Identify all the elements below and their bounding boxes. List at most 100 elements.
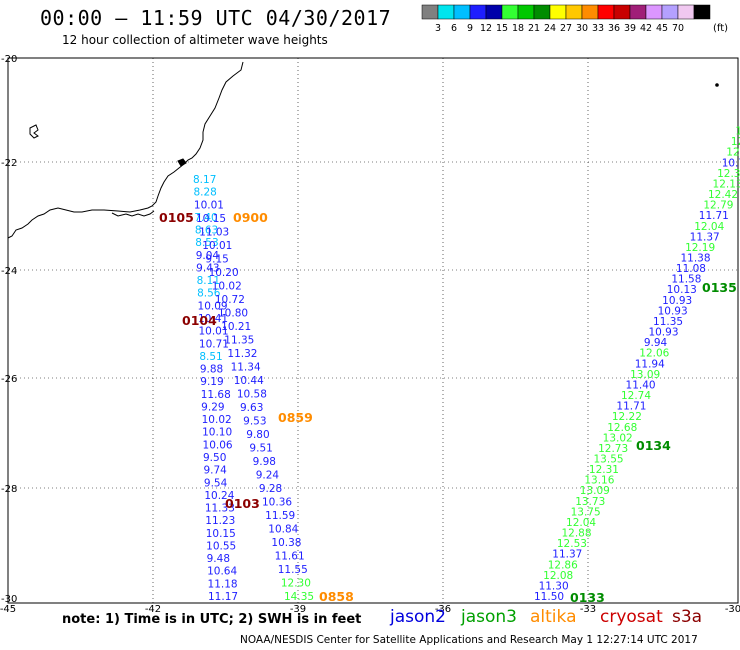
wave-height-value: 8.51 [199, 351, 222, 363]
color-scale-tick-label: 45 [656, 23, 668, 34]
wave-height-value: 9.94 [644, 337, 668, 349]
satellite-legend-item: jason3 [461, 607, 517, 627]
wave-height-value: 11.30 [539, 580, 569, 592]
color-swatch [693, 4, 711, 20]
longitude-tick-label: -45 [0, 604, 16, 615]
pass-time-label: 0858 [319, 589, 354, 604]
wave-height-value: 10.21 [221, 321, 251, 333]
color-scale-tick-label: 42 [640, 23, 652, 34]
wave-height-value: 11.94 [635, 358, 665, 370]
wave-height-value: 11.37 [690, 231, 720, 243]
wave-height-value: 13.55 [594, 453, 624, 465]
wave-height-value: 11.38 [680, 253, 710, 265]
wave-height-value: 12.04 [694, 221, 724, 233]
pass-time-label: 0859 [278, 410, 313, 425]
color-scale-tick-label: 39 [624, 23, 636, 34]
longitude-tick-label: -42 [145, 604, 161, 615]
wave-height-value: 11.61 [275, 551, 305, 563]
wave-pass-left: 8.178.2810.017.408.638.539.049.438.118.5… [193, 174, 238, 603]
wave-height-value: 10.13 [667, 284, 697, 296]
wave-height-value: 10.10 [202, 427, 232, 439]
wave-height-value: 13.16 [584, 475, 614, 487]
wave-height-value: 10.41 [198, 313, 228, 325]
pass-time-label: 0133 [570, 590, 605, 605]
wave-height-value: 10.06 [203, 439, 233, 451]
wave-height-value: 10.7 [722, 157, 740, 169]
page-subtitle: 12 hour collection of altimeter wave hei… [62, 33, 328, 47]
wave-height-value: 10.64 [207, 566, 237, 578]
wave-height-value: 9.80 [246, 429, 269, 441]
latitude-tick-label: -28 [1, 484, 17, 495]
color-scale-tick-label: 18 [512, 23, 524, 34]
wave-height-value: 12.73 [598, 443, 628, 455]
island-point [715, 83, 719, 87]
wave-height-value: 8.63 [195, 225, 218, 237]
latitude-tick-label: -26 [1, 374, 17, 385]
wave-height-value: 11.32 [227, 348, 257, 360]
coastline [7, 61, 244, 239]
wave-height-value: 10.01 [202, 240, 232, 252]
longitude-tick-label: -33 [580, 604, 596, 615]
wave-height-value: 11.71 [699, 210, 729, 222]
wave-height-value: 7.40 [194, 212, 217, 224]
color-scale-legend: 3 6 9 12 15 18 21 24 27 30 33 36 39 42 45 70 (ft) [421, 4, 728, 34]
longitude-tick-label: -39 [290, 604, 306, 615]
wave-height-value: 10.80 [218, 308, 248, 320]
wave-height-value: 9.53 [243, 416, 266, 428]
wave-height-value: 12.06 [639, 348, 669, 360]
wave-height-value: 11.55 [278, 564, 308, 576]
wave-height-value: 9.24 [256, 470, 280, 482]
wave-height-value: 9.74 [203, 465, 227, 477]
wave-height-value: 8.17 [193, 174, 216, 186]
wave-height-value: 9.88 [200, 364, 223, 376]
wave-height-value: 8.53 [195, 237, 218, 249]
wave-height-value: 10.24 [204, 490, 234, 502]
color-scale-tick-label: 70 [672, 23, 684, 34]
wave-height-value: 12.3 [726, 147, 740, 159]
footer-credit: NOAA/NESDIS Center for Satellite Applica… [240, 634, 698, 646]
satellite-legend-item: cryosat [600, 607, 663, 627]
wave-height-value: 13.75 [571, 506, 601, 518]
satellite-legend-item: altika [530, 607, 577, 627]
wave-height-map: -45 -42 -39 -36 -33 -30 -20 -22 -24 -26 -28 -30 8.1… [0, 54, 740, 615]
wave-height-value: 12. [731, 136, 740, 148]
pass-time-label: 0134 [636, 438, 671, 453]
wave-height-value: 10.36 [262, 497, 292, 509]
color-scale-tick-label: 21 [528, 23, 540, 34]
wave-height-value: 11.33 [205, 503, 235, 515]
wave-height-value: 13.09 [580, 485, 610, 497]
island-outline [177, 158, 187, 167]
wave-height-value: 12.30 [281, 578, 311, 590]
wave-height-value: 13.02 [603, 432, 633, 444]
wave-height-value: 9.54 [204, 477, 228, 489]
wave-height-value: 12.19 [685, 242, 715, 254]
color-scale-tick-label: 3 [435, 23, 441, 34]
latitude-tick-label: -22 [1, 158, 17, 169]
wave-height-value: 12.08 [543, 570, 573, 582]
wave-height-value: 11.58 [671, 274, 701, 286]
wave-height-value: 10.93 [662, 295, 692, 307]
footer-note: note: 1) Time is in UTC; 2) SWH is in fe… [62, 612, 362, 627]
wave-height-value: 9.50 [203, 452, 226, 464]
color-scale-tick-label: 33 [592, 23, 604, 34]
wave-height-value: 11.08 [676, 263, 706, 275]
wave-height-value: 11.03 [199, 227, 229, 239]
wave-height-value: 9.63 [240, 402, 263, 414]
wave-height-value: 10.44 [234, 375, 264, 387]
satellite-legend-item: jason2 [390, 607, 446, 627]
page-title: 00:00 – 11:59 UTC 04/30/2017 [40, 6, 392, 30]
wave-height-value: 10.01 [198, 326, 228, 338]
wave-height-value: 12.32 [717, 168, 740, 180]
wave-height-value: 12.42 [708, 189, 738, 201]
latitude-tick-label: -30 [1, 594, 17, 605]
pass-time-label: 0104 [182, 313, 217, 328]
wave-height-value: 12.79 [703, 200, 733, 212]
wave-height-value: 10.55 [206, 540, 236, 552]
wave-height-value: 11.35 [224, 335, 254, 347]
wave-height-value: 12.68 [607, 422, 637, 434]
wave-height-value: 10.15 [206, 528, 236, 540]
wave-pass-right: 10.10.12.12.310.712.3212.1312.4212.7911.… [534, 126, 740, 603]
color-scale-tick-label: 12 [480, 23, 492, 34]
pass-time-labels: 0105 0900 0104 0859 0103 0858 0135 0134 0133 [159, 210, 737, 605]
wave-height-value: 11.17 [208, 591, 238, 603]
